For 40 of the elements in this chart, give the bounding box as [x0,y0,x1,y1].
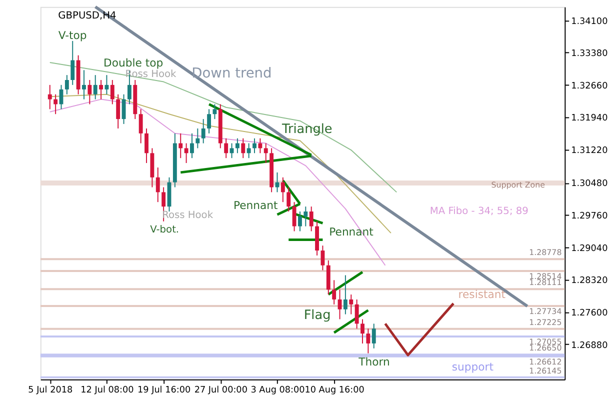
annotation: Double top [104,56,164,70]
ref-line-label: 1.27055 [529,337,562,346]
annotation: Pennant [329,226,374,239]
annotation: Flag [304,308,331,323]
y-tick-label: 1.29760 [571,212,608,222]
x-tick-label: 10 Aug 16:00 [304,386,365,396]
annotation: support [452,360,494,374]
y-tick-label: 1.29040 [571,244,608,254]
annotation: V-bot. [150,224,180,236]
ref-line-label: 1.26612 [529,357,562,366]
annotation: Pennant [233,199,278,212]
y-tick-label: 1.33380 [571,49,608,60]
ref-line-label: 1.28778 [529,248,562,258]
y-tick-label: 1.32660 [571,81,608,92]
y-tick-label: 1.27600 [571,308,608,318]
annotation: Thorn [358,356,390,369]
annotation: Down trend [192,65,272,82]
x-tick-label: 12 Jul 08:00 [80,386,134,396]
y-tick-label: 1.26880 [571,340,608,351]
ref-line-label: 1.28111 [529,278,562,288]
y-tick-label: 1.28320 [571,276,608,286]
ref-line-label: 1.27734 [529,306,562,316]
annotation: MA Fibo - 34; 55; 89 [430,206,528,218]
x-tick-label: 19 Jul 16:00 [137,386,191,396]
x-tick-label: 5 Jul 2018 [28,386,73,396]
annotation: Triangle [281,122,332,137]
y-tick-label: 1.34100 [571,16,608,27]
chart-title: GBPUSD,H4 [58,10,116,22]
annotation: resistant [458,288,506,302]
ref-line-label: 1.27225 [529,318,562,327]
y-tick-label: 1.31940 [571,114,608,124]
x-tick-label: 27 Jul 00:00 [194,386,248,396]
ref-line-label: 1.26145 [529,366,562,376]
y-tick-label: 1.30480 [571,179,608,190]
band-label: Support Zone [491,180,546,190]
ref-line-label: 1.28514 [529,272,562,281]
y-tick-label: 1.31220 [571,146,608,156]
x-tick-label: 3 Aug 08:00 [250,386,306,396]
ref-line-label: 1.26650 [529,344,562,353]
annotation: V-top [58,29,87,42]
